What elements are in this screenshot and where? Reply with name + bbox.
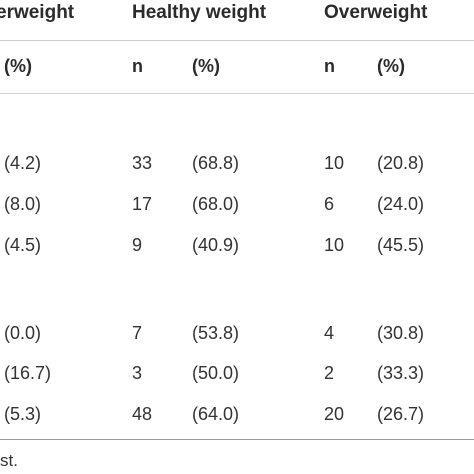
cell-healthy-percent: (68.8) (192, 153, 240, 173)
cell-healthy-n: 48 (132, 404, 153, 424)
table-bottom-rule (0, 439, 474, 440)
cell-overweight-percent: (30.8) (377, 323, 425, 343)
cell-overweight-percent: (26.7) (377, 404, 425, 424)
cell-healthy-n: 7 (132, 323, 143, 343)
subheader-healthy-n: n (132, 56, 143, 76)
subheader-underweight-percent: (%) (4, 56, 32, 76)
cell-healthy-percent: (50.0) (192, 363, 240, 383)
group-header-healthy-weight: Healthy weight (132, 2, 267, 23)
subheader-divider (0, 93, 474, 94)
cell-overweight-n: 6 (324, 194, 335, 214)
group-header-overweight: Overweight (324, 2, 428, 23)
cell-healthy-n: 17 (132, 194, 153, 214)
cell-overweight-n: 10 (324, 235, 345, 255)
cell-healthy-n: 33 (132, 153, 153, 173)
cell-underweight-percent: (4.5) (4, 235, 42, 255)
cell-healthy-percent: (53.8) (192, 323, 240, 343)
cell-underweight-percent: (8.0) (4, 194, 42, 214)
group-header-underweight: erweight (0, 2, 75, 23)
cell-healthy-n: 9 (132, 235, 143, 255)
table-footnote: st. (0, 451, 18, 470)
cell-underweight-percent: (4.2) (4, 153, 42, 173)
cell-overweight-n: 4 (324, 323, 335, 343)
subheader-overweight-n: n (324, 56, 335, 76)
cell-overweight-n: 20 (324, 404, 345, 424)
cell-overweight-n: 2 (324, 363, 335, 383)
cell-healthy-percent: (68.0) (192, 194, 240, 214)
cell-overweight-n: 10 (324, 153, 345, 173)
subheader-healthy-percent: (%) (192, 56, 220, 76)
cell-overweight-percent: (20.8) (377, 153, 425, 173)
subheader-overweight-percent: (%) (377, 56, 405, 76)
cell-healthy-percent: (64.0) (192, 404, 240, 424)
cell-overweight-percent: (45.5) (377, 235, 425, 255)
header-divider (0, 40, 474, 41)
cell-overweight-percent: (24.0) (377, 194, 425, 214)
cell-healthy-percent: (40.9) (192, 235, 240, 255)
cell-underweight-percent: (0.0) (4, 323, 42, 343)
cell-underweight-percent: (16.7) (4, 363, 52, 383)
cell-healthy-n: 3 (132, 363, 143, 383)
cell-underweight-percent: (5.3) (4, 404, 42, 424)
cell-overweight-percent: (33.3) (377, 363, 425, 383)
